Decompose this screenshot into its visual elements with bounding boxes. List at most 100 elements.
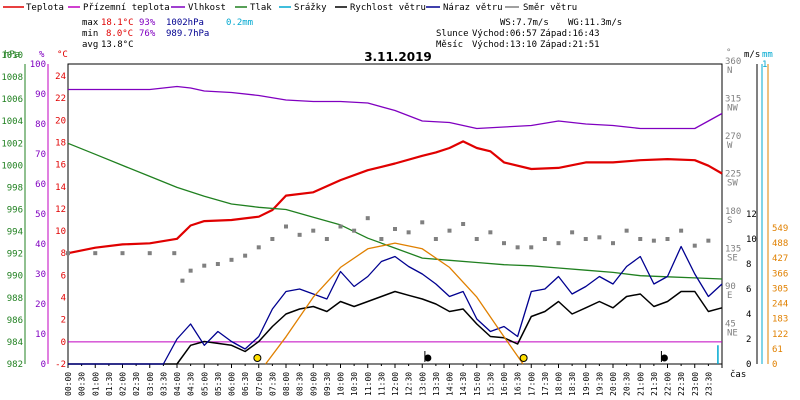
degc-tick-label: 20 xyxy=(55,116,66,126)
time-tick-label: 08:00 xyxy=(282,372,291,396)
hpa-tick-label: 990 xyxy=(7,272,23,282)
ms-tick-label: 4 xyxy=(746,310,751,320)
hpa-tick-label: 988 xyxy=(7,294,23,304)
hpa-tick-label: 1002 xyxy=(1,139,23,149)
direction-point xyxy=(172,251,177,256)
deg-unit-label: ° xyxy=(726,48,731,58)
stats-min-label: min xyxy=(82,29,98,39)
degc-tick-label: 24 xyxy=(55,72,66,82)
astro-moonset: Západ:21:51 xyxy=(540,40,600,50)
direction-point xyxy=(611,241,615,246)
ms-tick-label: 2 xyxy=(746,335,751,345)
time-tick-label: 11:30 xyxy=(377,372,386,396)
degc-tick-label: 16 xyxy=(55,161,66,171)
legend-label-vlhkost: Vlhkost xyxy=(188,3,226,13)
direction-tick-label: 360 xyxy=(725,57,741,67)
direction-point xyxy=(474,237,479,241)
rad-tick-label: 122 xyxy=(772,330,788,340)
stats-max-label: max xyxy=(82,18,99,28)
hpa-tick-label: 996 xyxy=(7,206,23,216)
direction-tick-name: S xyxy=(727,216,732,226)
rad-tick-label: 427 xyxy=(772,254,788,264)
rad-tick-label: 183 xyxy=(772,315,788,325)
time-tick-label: 07:30 xyxy=(268,372,277,396)
legend-item-rychlost-vetru: Rychlost větru xyxy=(335,3,426,13)
direction-point xyxy=(706,238,711,243)
degc-tick-label: 0 xyxy=(61,338,66,348)
direction-point xyxy=(338,224,343,229)
degc-tick-label: 12 xyxy=(55,205,66,215)
direction-point xyxy=(502,241,506,246)
pct-tick-label: 50 xyxy=(35,210,46,220)
ms-tick-label: 6 xyxy=(746,285,751,295)
time-tick-label: 09:30 xyxy=(323,372,332,396)
series-line-teplota xyxy=(67,140,723,255)
time-tick-label: 00:30 xyxy=(78,372,87,396)
pct-tick-label: 100 xyxy=(30,60,46,70)
degc-tick-label: 10 xyxy=(55,227,66,237)
time-tick-label: 01:30 xyxy=(105,372,114,396)
time-tick-label: 15:00 xyxy=(473,372,482,396)
stats-max-temp: 18.1°C xyxy=(101,18,134,28)
direction-point xyxy=(570,230,575,235)
hpa-tick-label: 1008 xyxy=(1,73,23,83)
direction-point xyxy=(93,251,98,256)
pct-tick-label: 70 xyxy=(35,150,46,160)
legend: Teplota Přízemní teplota Vlhkost Tlak Sr… xyxy=(3,3,577,13)
tick-labels: 1010100810061004100210009989969949929909… xyxy=(1,51,788,396)
direction-point xyxy=(352,228,357,233)
direction-tick-label: 225 xyxy=(725,170,741,180)
ms-tick-label: 10 xyxy=(746,235,757,245)
astro-moon-label: Měsíc xyxy=(436,40,463,50)
time-tick-label: 06:00 xyxy=(228,372,237,396)
time-tick-label: 23:30 xyxy=(704,372,713,396)
direction-point xyxy=(461,222,466,226)
pct-tick-label: 40 xyxy=(35,240,46,250)
direction-point xyxy=(624,228,629,233)
ms-tick-label: 8 xyxy=(746,260,751,270)
time-tick-label: 20:30 xyxy=(623,372,632,396)
time-tick-label: 03:00 xyxy=(146,372,155,396)
direction-point xyxy=(393,227,397,231)
series xyxy=(66,85,723,365)
legend-label-naraz-vetru: Náraz větru xyxy=(443,3,503,13)
stats-avg-label: avg xyxy=(82,40,98,50)
hpa-tick-label: 982 xyxy=(7,360,23,370)
rad-tick-label: 244 xyxy=(772,300,788,310)
rad-tick-label: 488 xyxy=(772,239,788,249)
legend-item-tlak: Tlak xyxy=(235,3,272,13)
stats-max-press: 1002hPa xyxy=(166,18,204,28)
degc-tick-label: 6 xyxy=(61,271,66,281)
ms-unit-label: m/s xyxy=(744,50,760,60)
direction-point xyxy=(243,253,248,258)
mm-tick-label: 1 xyxy=(762,60,767,70)
time-tick-label: 13:00 xyxy=(418,372,427,396)
direction-point xyxy=(488,230,493,235)
direction-point xyxy=(515,245,520,250)
direction-point xyxy=(651,238,656,243)
direction-point xyxy=(147,251,152,256)
direction-point xyxy=(597,235,602,240)
series-line-naraz-vetru xyxy=(68,245,723,365)
time-tick-label: 06:30 xyxy=(241,372,250,396)
direction-point xyxy=(420,220,425,225)
time-tick-label: 09:00 xyxy=(309,372,318,396)
time-tick-label: 02:00 xyxy=(119,372,128,396)
pct-tick-label: 80 xyxy=(35,120,46,130)
direction-tick-label: 270 xyxy=(725,132,741,142)
pct-tick-label: 10 xyxy=(35,330,46,340)
stats-block: max 18.1°C 93% 1002hPa 0.2mm min 8.0°C 7… xyxy=(82,18,253,50)
astro-block: WS:7.7m/s WG:11.3m/s Slunce Východ:06:57… xyxy=(436,18,622,50)
time-tick-label: 13:30 xyxy=(432,372,441,396)
time-tick-label: 11:00 xyxy=(364,372,373,396)
direction-point xyxy=(406,230,411,235)
direction-point xyxy=(324,237,329,241)
legend-label-teplota: Teplota xyxy=(26,3,64,13)
stats-min-press: 989.7hPa xyxy=(166,29,209,39)
direction-point xyxy=(120,251,125,256)
direction-point xyxy=(202,263,207,268)
rad-tick-label: 61 xyxy=(772,345,783,355)
time-tick-label: 03:30 xyxy=(159,372,168,396)
direction-point xyxy=(229,257,234,262)
degc-tick-label: 18 xyxy=(55,138,66,148)
